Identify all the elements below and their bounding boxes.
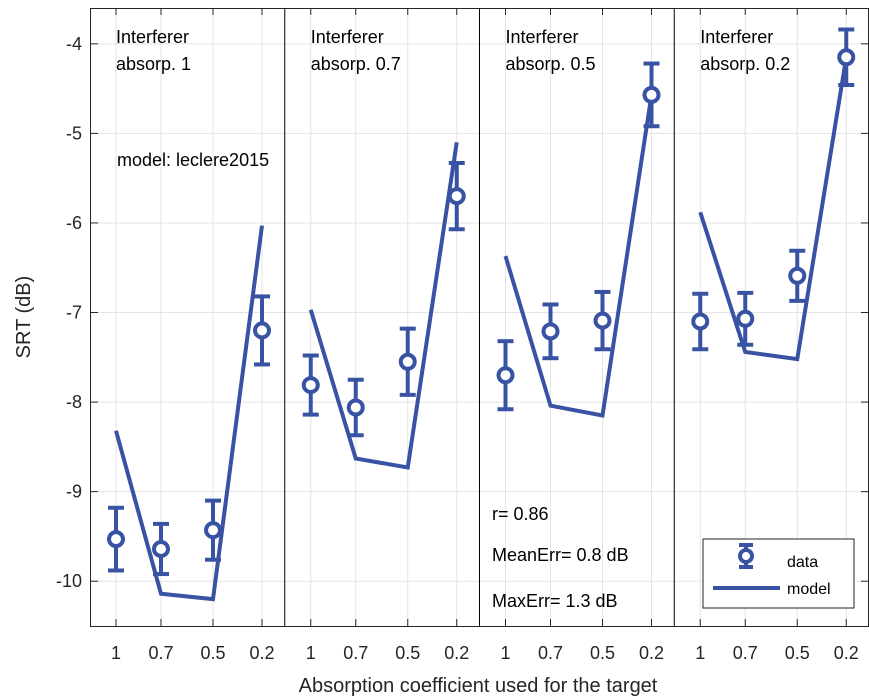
data-point — [398, 352, 417, 371]
panel-title-line1: Interferer — [506, 27, 579, 47]
data-point — [691, 312, 710, 331]
data-point — [301, 376, 320, 395]
panel-title-line2: absorp. 0.5 — [506, 54, 596, 74]
y-tick-label: -6 — [66, 213, 82, 233]
x-tick-label: 0.5 — [785, 643, 810, 663]
panel-title-line2: absorp. 0.7 — [311, 54, 401, 74]
panel-title-line2: absorp. 0.2 — [700, 54, 790, 74]
model-line — [503, 94, 654, 418]
y-tick-label: -9 — [66, 482, 82, 502]
x-tick-label: 1 — [111, 643, 121, 663]
model-line — [308, 142, 459, 470]
legend-model-label: model — [787, 581, 831, 598]
legend-data-point — [738, 548, 754, 564]
panel-title-line2: absorp. 1 — [116, 54, 191, 74]
y-tick-label: -7 — [66, 303, 82, 323]
x-tick-label: 0.5 — [200, 643, 225, 663]
x-tick-label: 0.7 — [148, 643, 173, 663]
data-point — [837, 48, 856, 67]
x-tick-label: 0.7 — [343, 643, 368, 663]
x-tick-label: 0.2 — [639, 643, 664, 663]
panel-title-line1: Interferer — [700, 27, 773, 47]
max-err-annotation: MaxErr= 1.3 dB — [492, 591, 618, 611]
panel-title-line1: Interferer — [116, 27, 189, 47]
model-line — [698, 56, 849, 362]
y-tick-label: -10 — [56, 571, 82, 591]
y-tick-label: -8 — [66, 392, 82, 412]
x-tick-label: 1 — [306, 643, 316, 663]
legend-data-label: data — [787, 554, 818, 571]
y-tick-label: -5 — [66, 123, 82, 143]
r-annotation: r= 0.86 — [492, 504, 549, 524]
x-tick-label: 0.5 — [395, 643, 420, 663]
x-tick-label: 0.2 — [444, 643, 469, 663]
x-tick-label: 0.2 — [834, 643, 859, 663]
data-point — [541, 322, 560, 341]
data-point — [346, 398, 365, 417]
data-point — [253, 321, 271, 340]
data-point — [447, 187, 466, 206]
data-point — [788, 266, 807, 285]
mean-err-annotation: MeanErr= 0.8 dB — [492, 545, 629, 565]
y-tick-label: -4 — [66, 34, 82, 54]
x-tick-label: 1 — [695, 643, 705, 663]
x-tick-label: 0.2 — [249, 643, 274, 663]
data-point — [152, 539, 170, 558]
panel-title-line1: Interferer — [311, 27, 384, 47]
ticks — [90, 8, 869, 626]
model-name-annotation: model: leclere2015 — [117, 150, 269, 170]
x-axis-label: Absorption coefficient used for the targ… — [299, 675, 658, 697]
model-line — [114, 225, 264, 602]
data-point — [642, 85, 661, 104]
legend-data-marker — [738, 543, 754, 569]
data-point — [107, 530, 125, 549]
legend-box — [702, 538, 855, 609]
x-tick-label: 0.7 — [538, 643, 563, 663]
data-point — [593, 311, 612, 330]
data-point — [204, 521, 222, 540]
data-point — [496, 366, 515, 385]
labels: -10 -9 -8 -7 -6 -5 -4 1 0.7 0.5 0.2 Interferer absor… — [56, 27, 859, 663]
x-tick-label: 1 — [500, 643, 510, 663]
panel-dividers — [284, 8, 675, 626]
legend: data model — [702, 538, 855, 609]
x-tick-label: 0.7 — [733, 643, 758, 663]
data-point — [736, 309, 755, 328]
y-axis-label: SRT (dB) — [13, 276, 35, 359]
x-tick-label: 0.5 — [590, 643, 615, 663]
series — [107, 27, 856, 602]
